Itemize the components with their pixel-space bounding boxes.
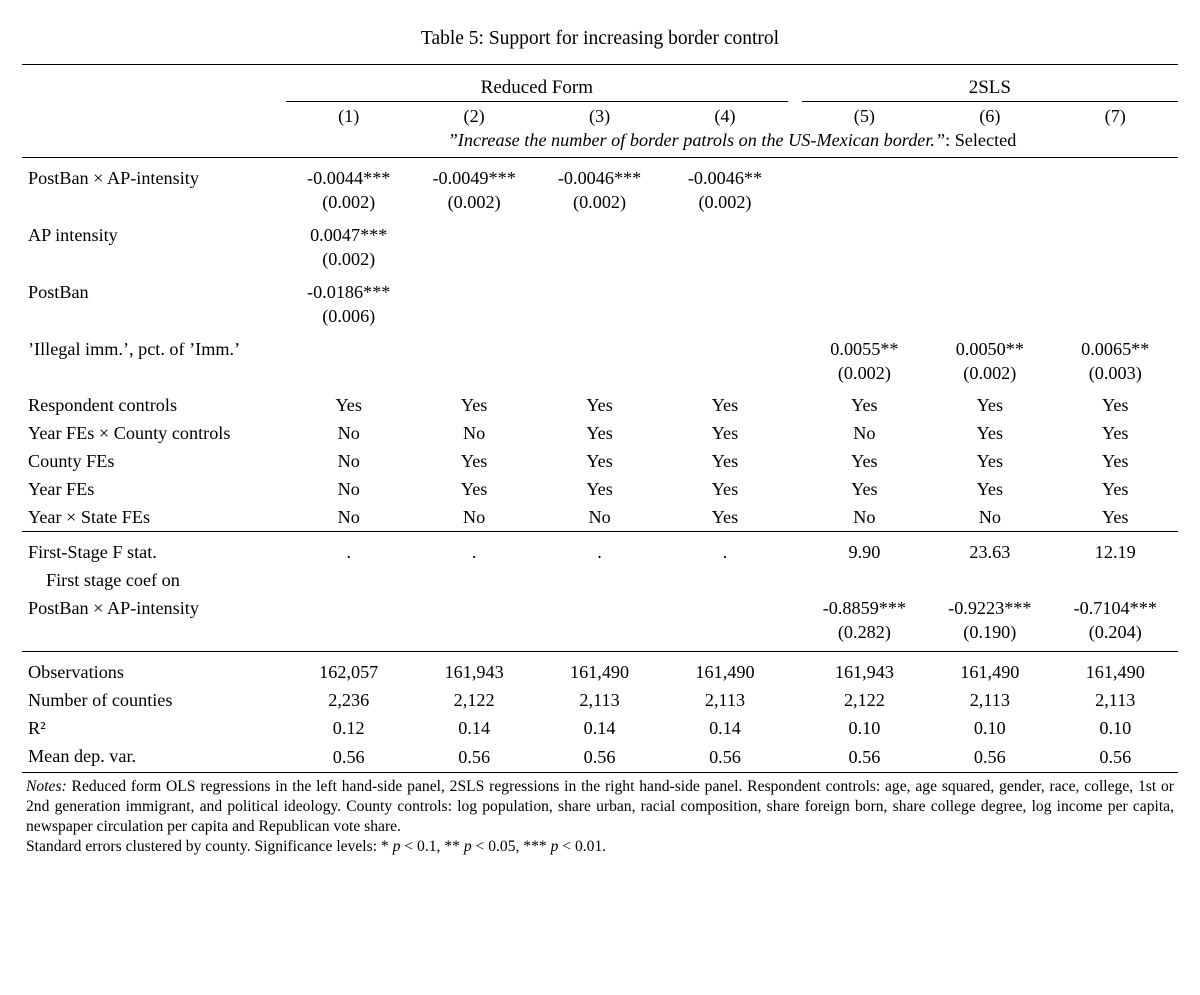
label-ap-intensity: AP intensity bbox=[22, 221, 286, 249]
col-num-1: (1) bbox=[286, 102, 411, 130]
panel-header-2sls: 2SLS bbox=[802, 71, 1178, 101]
depvar-text: ”Increase the number of border patrols o… bbox=[448, 130, 945, 150]
row-year-fe: Year FEs No Yes Yes Yes Yes Yes Yes bbox=[22, 475, 1178, 503]
row-ap-intensity: AP intensity 0.0047*** bbox=[22, 221, 1178, 249]
panel-header-row: Reduced Form 2SLS bbox=[22, 71, 1178, 101]
depvar-suffix: : Selected bbox=[945, 130, 1016, 150]
row-year-county-controls: Year FEs × County controls No No Yes Yes… bbox=[22, 419, 1178, 447]
row-first-stage-coef-header: First stage coef on bbox=[22, 566, 1178, 594]
regression-table: Reduced Form 2SLS (1) (2) (3) (4) (5) (6… bbox=[22, 64, 1178, 773]
col-num-3: (3) bbox=[537, 102, 662, 130]
label-illegal: ’Illegal imm.’, pct. of ’Imm.’ bbox=[22, 335, 286, 363]
column-number-row: (1) (2) (3) (4) (5) (6) (7) bbox=[22, 102, 1178, 130]
row-postban-se: (0.006) bbox=[22, 306, 1178, 335]
row-fstat: First-Stage F stat. . . . . 9.90 23.63 1… bbox=[22, 538, 1178, 566]
label-postban: PostBan bbox=[22, 278, 286, 306]
row-postban: PostBan -0.0186*** bbox=[22, 278, 1178, 306]
row-year-state-fe: Year × State FEs No No No Yes No No Yes bbox=[22, 503, 1178, 531]
depvar-row: ”Increase the number of border patrols o… bbox=[22, 130, 1178, 157]
table-caption: Table 5: Support for increasing border c… bbox=[22, 28, 1178, 50]
row-illegal-se: (0.002) (0.002) (0.003) bbox=[22, 363, 1178, 392]
row-ap-intensity-se: (0.002) bbox=[22, 249, 1178, 278]
row-first-stage-postban-ap: PostBan × AP-intensity -0.8859*** -0.922… bbox=[22, 594, 1178, 622]
col-num-7: (7) bbox=[1053, 102, 1178, 130]
row-r2: R² 0.12 0.14 0.14 0.14 0.10 0.10 0.10 bbox=[22, 714, 1178, 742]
notes-lead: Notes: bbox=[26, 778, 67, 795]
notes-body-1: Reduced form OLS regressions in the left… bbox=[26, 778, 1174, 835]
row-respondent-controls: Respondent controls Yes Yes Yes Yes Yes … bbox=[22, 391, 1178, 419]
panel-header-reduced-form: Reduced Form bbox=[286, 71, 788, 101]
row-observations: Observations 162,057 161,943 161,490 161… bbox=[22, 658, 1178, 686]
row-postban-ap-se: (0.002) (0.002) (0.002) (0.002) bbox=[22, 192, 1178, 221]
row-num-counties: Number of counties 2,236 2,122 2,113 2,1… bbox=[22, 686, 1178, 714]
col-num-5: (5) bbox=[802, 102, 927, 130]
label-postban-ap: PostBan × AP-intensity bbox=[22, 164, 286, 192]
notes-body-2a: Standard errors clustered by county. Sig… bbox=[26, 838, 393, 855]
col-num-6: (6) bbox=[927, 102, 1052, 130]
row-postban-ap: PostBan × AP-intensity -0.0044*** -0.004… bbox=[22, 164, 1178, 192]
row-illegal: ’Illegal imm.’, pct. of ’Imm.’ 0.0055** … bbox=[22, 335, 1178, 363]
row-county-fe: County FEs No Yes Yes Yes Yes Yes Yes bbox=[22, 447, 1178, 475]
row-mean-depvar: Mean dep. var. 0.56 0.56 0.56 0.56 0.56 … bbox=[22, 742, 1178, 773]
col-num-4: (4) bbox=[662, 102, 787, 130]
table-notes: Notes: Reduced form OLS regressions in t… bbox=[22, 773, 1178, 857]
row-first-stage-postban-ap-se: (0.282) (0.190) (0.204) bbox=[22, 622, 1178, 651]
col-num-2: (2) bbox=[411, 102, 536, 130]
